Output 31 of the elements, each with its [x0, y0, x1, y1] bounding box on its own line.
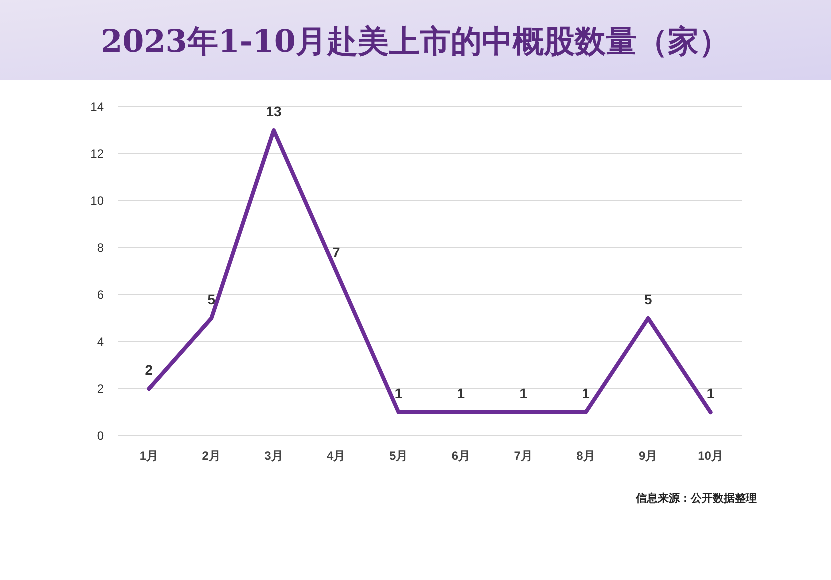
x-tick-label: 3月: [264, 449, 284, 463]
data-label: 5: [208, 292, 216, 308]
data-label: 1: [582, 386, 590, 402]
data-label: 1: [706, 386, 715, 402]
data-label: 7: [332, 244, 340, 260]
x-tick-label: 9月: [639, 449, 658, 463]
data-label: 1: [520, 386, 528, 402]
data-label: 1: [457, 386, 466, 402]
y-tick-label: 12: [90, 147, 104, 161]
data-label: 5: [644, 292, 652, 308]
x-tick-label: 6月: [452, 449, 471, 463]
line-series: [147, 128, 713, 414]
chart-title: 2023年1-10月赴美上市的中概股数量（家）: [101, 24, 730, 60]
x-tick-label: 10月: [698, 449, 724, 463]
y-tick-label: 14: [90, 100, 104, 114]
y-tick-label: 8: [97, 241, 104, 255]
x-tick-label: 4月: [327, 449, 346, 463]
data-label: 2: [145, 362, 154, 378]
y-tick-label: 4: [97, 335, 104, 349]
y-tick-label: 6: [97, 288, 104, 302]
data-label: 1: [394, 386, 403, 402]
y-tick-label: 10: [90, 194, 104, 208]
x-tick-label: 2月: [202, 449, 221, 463]
x-tick-label: 5月: [389, 449, 408, 463]
x-tick-label: 1月: [140, 449, 159, 463]
y-tick-label: 2: [97, 382, 104, 396]
x-tick-label: 7月: [514, 449, 533, 463]
x-tick-label: 8月: [576, 449, 596, 463]
data-label: 13: [266, 104, 282, 120]
text: 信息来源：公开数据整理: [635, 492, 757, 505]
y-tick-label: 0: [97, 429, 104, 443]
